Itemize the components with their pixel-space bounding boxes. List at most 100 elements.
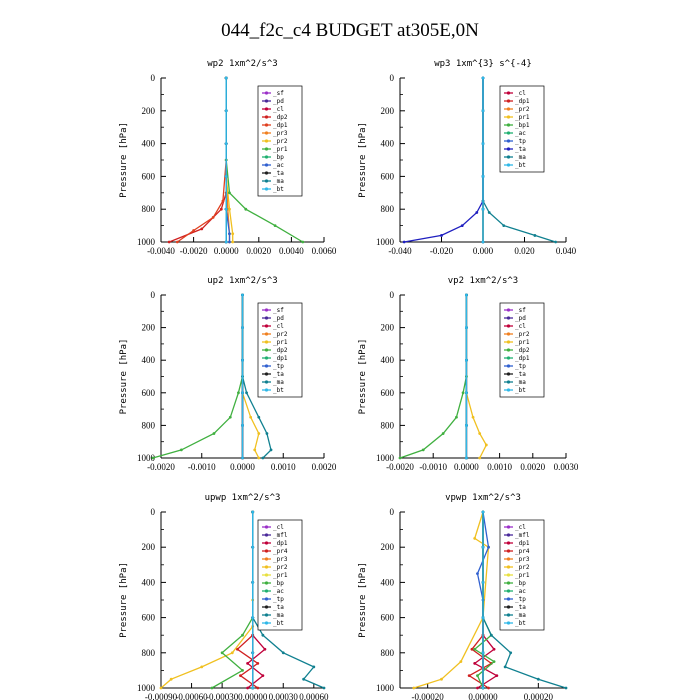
legend-marker: [264, 573, 269, 577]
x-tick-label: 0.0020: [246, 246, 271, 256]
legend-entry: _ma: [273, 612, 284, 619]
legend-entry: _pr1: [273, 339, 288, 346]
series-point: [481, 545, 485, 549]
series-point: [281, 651, 285, 655]
series-point: [256, 661, 260, 665]
x-tick-label: -0.0020: [180, 246, 208, 256]
series-point: [236, 647, 239, 651]
series-point: [228, 240, 231, 244]
series-point: [257, 415, 261, 419]
series-point: [481, 686, 485, 690]
legend-marker: [264, 131, 269, 135]
legend-entry: _pr4: [515, 548, 530, 555]
x-tick-label: -0.00020: [412, 692, 445, 700]
y-tick-label: 800: [381, 420, 395, 430]
series-point: [212, 432, 216, 435]
series-point: [246, 661, 249, 665]
y-tick-label: 400: [142, 577, 156, 587]
legend-entry: _dp1: [515, 540, 530, 547]
y-tick-label: 0: [390, 73, 395, 83]
legend-entry: _pr1: [273, 146, 288, 153]
series-point: [200, 665, 204, 669]
series-point: [228, 207, 231, 211]
legend-marker: [506, 597, 511, 601]
series-line-dp2: [399, 295, 468, 459]
legend-marker: [506, 155, 511, 159]
series-point: [224, 175, 228, 178]
legend-marker: [264, 581, 269, 585]
y-tick-label: 1000: [137, 683, 156, 693]
series-point: [251, 545, 255, 549]
legend-marker: [506, 147, 511, 151]
x-tick-label: 0.0040: [279, 246, 304, 256]
legend-marker: [506, 340, 511, 344]
legend-marker: [506, 107, 511, 111]
legend-entry: _ac: [273, 162, 284, 169]
legend-marker: [264, 549, 269, 553]
legend-entry: _pr1: [273, 572, 288, 579]
legend-marker: [506, 589, 511, 593]
series-point: [251, 686, 255, 690]
series-point: [151, 456, 155, 460]
y-tick-label: 800: [142, 204, 156, 214]
legend-marker: [506, 557, 511, 561]
series-point: [273, 224, 277, 228]
x-tick-label: -0.040: [388, 246, 412, 256]
legend-marker: [506, 621, 511, 625]
legend-entry: _mfl: [273, 532, 288, 539]
series-point: [261, 633, 265, 637]
legend-entry: _ta: [515, 146, 526, 153]
y-tick-label: 600: [142, 388, 156, 398]
series-line-dp2: [152, 295, 244, 459]
legend-entry: _tp: [273, 363, 284, 370]
series-point: [322, 686, 326, 690]
legend-marker: [506, 573, 511, 577]
series-point: [302, 677, 306, 681]
panel-6: vpwp 1xm^2/s^3 0 200 400 600 800 1000 -0.00020 0…: [358, 493, 568, 700]
series-point: [244, 207, 248, 211]
y-tick-label: 800: [381, 648, 395, 658]
legend-entry: _pr2: [515, 331, 530, 338]
y-tick-label: 200: [142, 106, 156, 116]
legend-entry: _cl: [273, 323, 284, 330]
series-point: [473, 661, 477, 665]
legend-entry: _pr3: [273, 556, 288, 563]
legend-entry: _ta: [273, 371, 284, 378]
x-tick-label: 0.0010: [271, 462, 296, 472]
series-point: [533, 234, 537, 237]
series-point: [263, 647, 267, 651]
legend-entry: _pr1: [515, 114, 530, 121]
x-tick-label: 0.0060: [312, 246, 337, 256]
legend-entry: _pr1: [515, 572, 530, 579]
x-tick-label: -0.020: [430, 246, 454, 256]
legend-marker: [264, 316, 269, 320]
series-point: [440, 234, 443, 237]
series-point: [245, 391, 248, 395]
series-line-pr2: [160, 512, 254, 689]
y-tick-label: 200: [142, 323, 156, 333]
legend-entry: _pr2: [515, 564, 530, 571]
series-point: [470, 647, 474, 651]
y-tick-label: 0: [151, 290, 156, 300]
legend-entry: _dp2: [273, 347, 288, 354]
series-line-pr4: [467, 512, 493, 689]
legend-entry: _dp1: [515, 355, 530, 362]
series-point: [465, 358, 468, 362]
legend-entry: _ta: [515, 604, 526, 611]
y-tick-label: 0: [151, 73, 156, 83]
series-line-dp1: [176, 78, 227, 243]
series-point: [251, 616, 255, 619]
legend-entry: _pd: [273, 315, 284, 322]
legend-marker: [264, 621, 269, 625]
series-point: [476, 686, 479, 690]
series-point: [192, 229, 196, 232]
panel-2: wp3 1xm^{3} s^{-4} 0 200 400 600 800 1000-0.04…: [358, 59, 577, 256]
legend-entry: _dp2: [273, 114, 288, 121]
legend-marker: [264, 115, 269, 119]
legend-entry: _bt: [273, 387, 284, 394]
x-tick-label: 0.0020: [312, 462, 337, 472]
series-point: [246, 686, 249, 690]
legend-marker: [506, 91, 511, 95]
series-point: [249, 415, 253, 419]
legend-entry: _ac: [515, 130, 526, 137]
